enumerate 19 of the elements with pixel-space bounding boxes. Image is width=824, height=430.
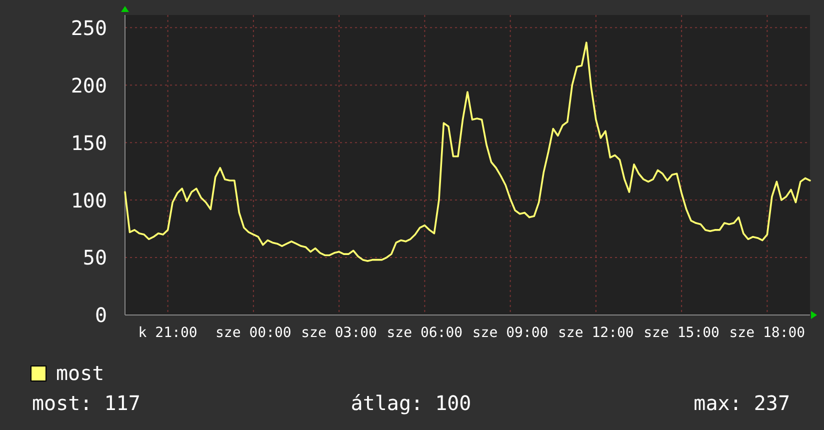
y-tick-label: 200 — [70, 73, 107, 98]
y-tick-label: 100 — [70, 188, 107, 212]
text: max: 237 — [694, 391, 790, 415]
legend-label: most — [56, 361, 104, 385]
text: most: 117 — [32, 391, 140, 415]
x-tick-label: sze 06:00 — [386, 325, 463, 341]
y-tick-label: 150 — [70, 130, 107, 155]
x-tick-label: sze 12:00 — [558, 325, 634, 341]
x-tick-label: k 21:00 — [138, 325, 198, 341]
x-tick-label: sze 15:00 — [644, 325, 720, 341]
x-tick-label: sze 03:00 — [301, 325, 377, 341]
text: átlag: 100 — [350, 391, 472, 415]
y-tick-label: 50 — [82, 246, 107, 270]
line-series — [124, 42, 811, 262]
y-tick-label: 250 — [70, 16, 107, 40]
x-tick-label: sze 09:00 — [472, 325, 548, 341]
x-tick-label: sze 18:00 — [729, 325, 806, 341]
y-tick-label: 0 — [94, 303, 107, 328]
x-tick-label: sze 00:00 — [216, 325, 292, 341]
